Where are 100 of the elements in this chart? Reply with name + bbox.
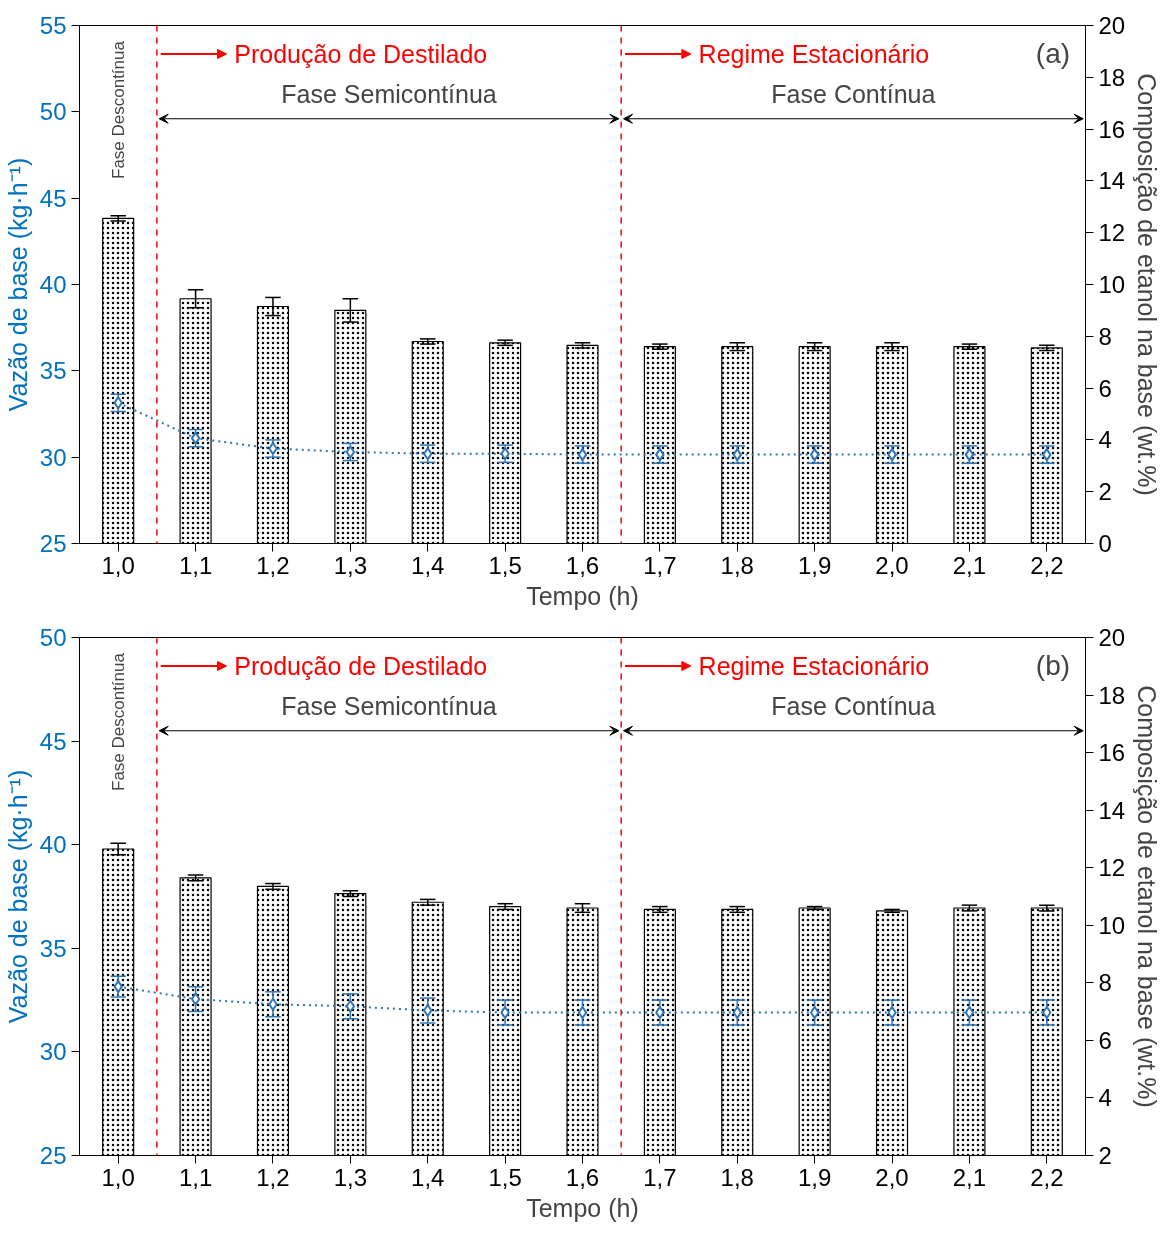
ref-line-label: Regime Estacionário <box>698 39 930 68</box>
x-tick-label: 1,2 <box>256 551 290 579</box>
x-tick-label: 2,2 <box>1030 551 1064 579</box>
y-tick-label: 55 <box>39 12 67 39</box>
y2-tick-label: 18 <box>1098 681 1126 709</box>
y2-tick-label: 20 <box>1098 12 1126 39</box>
x-tick-label: 1,4 <box>411 1163 445 1191</box>
point <box>655 448 665 462</box>
y2-tick-label: 10 <box>1098 911 1126 939</box>
x-tick-label: 2,2 <box>1030 1163 1064 1191</box>
point <box>732 448 742 462</box>
x-tick-label: 1,3 <box>333 1163 368 1191</box>
y2-tick-label: 20 <box>1098 624 1126 651</box>
x-tick-label: 1,6 <box>565 1163 600 1191</box>
y-tick-label: 50 <box>39 624 67 651</box>
y-tick-label: 25 <box>39 530 67 557</box>
point <box>500 1006 510 1020</box>
x-tick-label: 2,0 <box>875 551 909 579</box>
x-tick-label: 1,2 <box>256 1163 290 1191</box>
point <box>1042 1006 1052 1020</box>
y2-tick-label: 18 <box>1098 63 1126 91</box>
x-tick-label: 2,1 <box>952 551 987 579</box>
point <box>113 396 123 410</box>
x-tick-label: 1,8 <box>720 551 754 579</box>
x-tick-label: 1,3 <box>333 551 368 579</box>
x-axis-title: Tempo (h) <box>526 1193 639 1222</box>
point <box>500 447 510 461</box>
annotation: (a) <box>1035 38 1071 70</box>
y2-tick-label: 12 <box>1098 854 1126 882</box>
ref-line-label: Produção de Destilado <box>234 39 488 68</box>
annotation: Fase Contínua <box>771 692 936 721</box>
y-tick-label: 40 <box>39 831 67 859</box>
point <box>655 1006 665 1020</box>
ref-line-label: Regime Estacionário <box>698 651 930 680</box>
point <box>577 1006 588 1020</box>
x-tick-label: 1,1 <box>178 1163 213 1191</box>
point <box>732 1006 742 1020</box>
x-tick-label: 1,6 <box>565 551 600 579</box>
annotation: Fase Descontínua <box>108 652 128 792</box>
point <box>268 997 278 1011</box>
y2-tick-label: 12 <box>1098 219 1126 247</box>
y-axis-title: Vazão de base (kg·h⁻¹) <box>3 769 32 1024</box>
x-tick-label: 2,1 <box>952 1163 987 1191</box>
point <box>964 448 975 462</box>
point <box>423 447 433 461</box>
y2-tick-label: 14 <box>1098 167 1126 195</box>
annotation: (b) <box>1035 650 1071 682</box>
annotation: Fase Semicontínua <box>281 80 497 109</box>
x-tick-label: 1,5 <box>488 1163 522 1191</box>
y-axis-title: Vazão de base (kg·h⁻¹) <box>3 157 32 412</box>
y-tick-label: 50 <box>39 98 67 126</box>
y-tick-label: 30 <box>39 1038 67 1066</box>
point <box>113 980 123 994</box>
x-axis-title: Tempo (h) <box>526 581 639 610</box>
point <box>268 442 278 456</box>
y2-tick-label: 6 <box>1098 374 1112 402</box>
point <box>345 999 356 1013</box>
point <box>423 1003 433 1017</box>
y2-tick-label: 10 <box>1098 271 1126 298</box>
x-tick-label: 1,9 <box>797 1163 832 1191</box>
y2-tick-label: 4 <box>1098 1084 1112 1112</box>
x-tick-label: 1,0 <box>101 551 135 579</box>
x-tick-label: 1,0 <box>101 1163 135 1191</box>
y2-tick-label: 2 <box>1098 1142 1112 1169</box>
y2-tick-label: 2 <box>1098 478 1112 506</box>
x-tick-label: 1,4 <box>411 551 445 579</box>
annotation: Fase Descontínua <box>108 40 128 180</box>
x-tick-label: 1,7 <box>643 1163 677 1191</box>
y-tick-label: 30 <box>39 443 67 471</box>
ref-line-label: Produção de Destilado <box>234 651 488 680</box>
point <box>887 1006 897 1020</box>
y2-tick-label: 14 <box>1098 796 1126 824</box>
y2-tick-label: 4 <box>1098 426 1112 454</box>
y2-tick-label: 8 <box>1098 322 1112 350</box>
point <box>190 431 201 445</box>
x-tick-label: 1,1 <box>178 551 213 579</box>
annotation: Fase Semicontínua <box>281 692 497 721</box>
x-tick-label: 1,8 <box>720 1163 754 1191</box>
y2-tick-label: 6 <box>1098 1026 1112 1054</box>
point <box>809 1006 820 1020</box>
y2-tick-label: 16 <box>1098 115 1126 143</box>
point <box>887 448 897 462</box>
x-tick-label: 1,9 <box>797 551 832 579</box>
y2-axis-title: Composição de etanol na base (wt.%) <box>1133 73 1162 496</box>
y2-axis-title: Composição de etanol na base (wt.%) <box>1133 685 1162 1108</box>
y2-tick-label: 0 <box>1098 530 1112 557</box>
x-tick-label: 2,0 <box>875 1163 909 1191</box>
point <box>345 445 356 459</box>
y-tick-label: 35 <box>39 934 67 962</box>
y-tick-label: 40 <box>39 271 67 298</box>
x-tick-label: 1,5 <box>488 551 522 579</box>
y-tick-label: 35 <box>39 357 67 385</box>
y-tick-label: 45 <box>39 727 67 755</box>
point <box>1042 448 1052 462</box>
y2-tick-label: 8 <box>1098 969 1112 997</box>
annotation: Fase Contínua <box>771 80 936 109</box>
point <box>809 448 820 462</box>
y2-tick-label: 16 <box>1098 739 1126 767</box>
y-tick-label: 25 <box>39 1142 67 1169</box>
x-tick-label: 1,7 <box>643 551 677 579</box>
